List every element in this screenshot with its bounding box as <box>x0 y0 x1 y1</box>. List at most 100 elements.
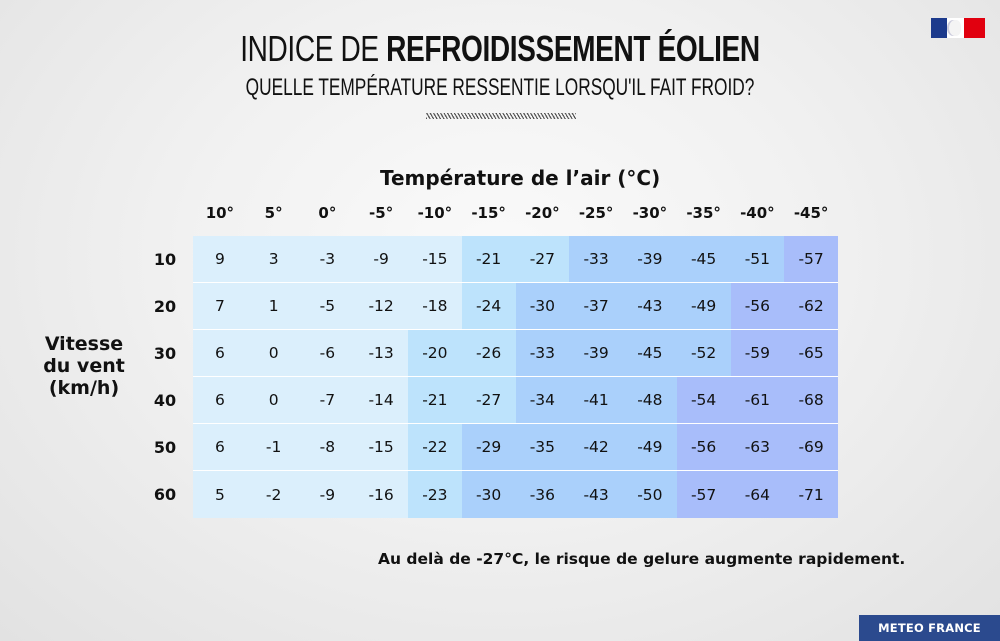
table-cell: 3 <box>246 236 301 282</box>
table-cell: -21 <box>408 377 462 423</box>
row-header: 50 <box>153 438 177 457</box>
table-cell: -33 <box>569 236 623 282</box>
table-cell: -8 <box>300 424 355 470</box>
table-cell: -16 <box>354 471 408 518</box>
table-cell: -5 <box>300 283 355 329</box>
table-cell: -45 <box>623 330 677 376</box>
row-header: 60 <box>153 485 177 504</box>
column-header: 5° <box>264 204 283 222</box>
table-cell: 9 <box>193 236 247 282</box>
table-cell: -12 <box>354 283 408 329</box>
table-cell: -56 <box>676 424 731 470</box>
table-cell: -3 <box>300 236 355 282</box>
table-cell: -20 <box>408 330 462 376</box>
table-cell: -15 <box>408 236 462 282</box>
table-cell: -42 <box>569 424 623 470</box>
table-cell: -59 <box>730 330 785 376</box>
table-cell: -24 <box>461 283 516 329</box>
table-cell: -21 <box>461 236 516 282</box>
table-cell: -54 <box>676 377 731 423</box>
meteo-france-badge: METEO FRANCE <box>859 615 1000 641</box>
table-cell: -30 <box>515 283 570 329</box>
table-cell: -9 <box>354 236 408 282</box>
table-cell: -57 <box>784 236 838 282</box>
table-cell: 7 <box>193 283 247 329</box>
wind-chill-table: 9 3 -3 -9 -15 -21 -27 -33 -39 -45 -51 -57 7 1 -5 -12 -18… <box>193 236 838 518</box>
page-title: INDICE DE REFROIDISSEMENT ÉOLIEN <box>110 28 890 70</box>
column-header: -5° <box>369 204 394 222</box>
table-cell: -45 <box>676 236 731 282</box>
table-cell: -34 <box>515 377 570 423</box>
column-header: 0° <box>318 204 337 222</box>
column-header: 10° <box>205 204 235 222</box>
table-cell: -49 <box>676 283 731 329</box>
title-bold: REFROIDISSEMENT ÉOLIEN <box>386 28 760 69</box>
table-cell: -43 <box>569 471 623 518</box>
table-cell: -29 <box>461 424 516 470</box>
row-header: 40 <box>153 391 177 410</box>
table-cell: -49 <box>623 424 677 470</box>
table-cell: -7 <box>300 377 355 423</box>
table-cell: 0 <box>246 330 301 376</box>
table-cell: -37 <box>569 283 623 329</box>
page-subtitle: QUELLE TEMPÉRATURE RESSENTIE LORSQU'IL F… <box>245 74 755 101</box>
table-row: 7 1 -5 -12 -18 -24 -30 -37 -43 -49 -56 -62 <box>193 283 838 330</box>
table-cell: -15 <box>354 424 408 470</box>
table-cell: -50 <box>623 471 677 518</box>
table-row: 9 3 -3 -9 -15 -21 -27 -33 -39 -45 -51 -57 <box>193 236 838 283</box>
table-row: 6 0 -7 -14 -21 -27 -34 -41 -48 -54 -61 -68 <box>193 377 838 424</box>
column-headers: 10° 5° 0° -5° -10° -15° -20° -25° -30° -35° -40° -4… <box>193 204 838 222</box>
table-cell: -14 <box>354 377 408 423</box>
table-cell: 5 <box>193 471 247 518</box>
table-cell: -41 <box>569 377 623 423</box>
table-cell: -64 <box>730 471 785 518</box>
table-cell: -62 <box>784 283 838 329</box>
table-cell: -43 <box>623 283 677 329</box>
marianne-logo-icon <box>931 18 985 38</box>
row-header: 10 <box>153 250 177 269</box>
table-cell: 6 <box>193 377 247 423</box>
table-cell: -2 <box>246 471 301 518</box>
table-cell: 1 <box>246 283 301 329</box>
table-cell: -48 <box>623 377 677 423</box>
table-row: 5 -2 -9 -16 -23 -30 -36 -43 -50 -57 -64 -71 <box>193 471 838 518</box>
x-axis-title: Température de l’air (°C) <box>380 166 661 190</box>
y-axis-title: Vitesse du vent (km/h) <box>43 333 125 399</box>
table-cell: -69 <box>784 424 838 470</box>
table-cell: -35 <box>515 424 570 470</box>
table-cell: -39 <box>569 330 623 376</box>
table-cell: 6 <box>193 330 247 376</box>
row-headers: 10 20 30 40 50 60 <box>150 236 180 518</box>
table-cell: -68 <box>784 377 838 423</box>
table-cell: -39 <box>623 236 677 282</box>
table-cell: -26 <box>461 330 516 376</box>
table-cell: -61 <box>730 377 785 423</box>
table-cell: -30 <box>461 471 516 518</box>
table-cell: -57 <box>676 471 731 518</box>
column-header: -45° <box>793 204 829 222</box>
table-cell: -6 <box>300 330 355 376</box>
table-row: 6 0 -6 -13 -20 -26 -33 -39 -45 -52 -59 -65 <box>193 330 838 377</box>
table-cell: -13 <box>354 330 408 376</box>
column-header: -35° <box>686 204 721 222</box>
table-cell: 0 <box>246 377 301 423</box>
column-header: -20° <box>525 204 560 222</box>
column-header: -10° <box>417 204 453 222</box>
table-cell: -52 <box>676 330 731 376</box>
table-cell: -23 <box>408 471 462 518</box>
table-cell: -27 <box>515 236 570 282</box>
row-header: 30 <box>153 344 177 363</box>
table-cell: -36 <box>515 471 570 518</box>
table-cell: -51 <box>730 236 785 282</box>
column-header: -40° <box>740 204 775 222</box>
table-cell: -1 <box>246 424 301 470</box>
table-cell: -33 <box>515 330 570 376</box>
frostbite-note: Au delà de -27°C, le risque de gelure au… <box>378 550 906 568</box>
table-cell: -27 <box>461 377 516 423</box>
table-cell: -56 <box>730 283 785 329</box>
hatch-divider <box>426 113 576 119</box>
table-row: 6 -1 -8 -15 -22 -29 -35 -42 -49 -56 -63 -69 <box>193 424 838 471</box>
row-header: 20 <box>153 297 177 316</box>
column-header: -25° <box>578 204 614 222</box>
table-cell: -9 <box>300 471 355 518</box>
